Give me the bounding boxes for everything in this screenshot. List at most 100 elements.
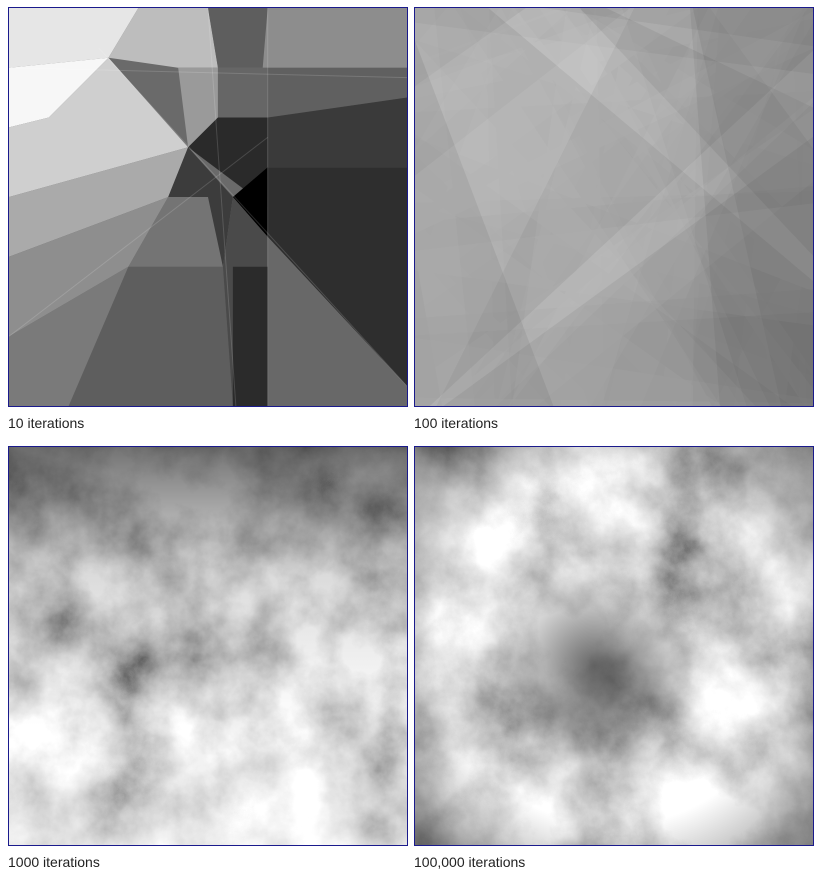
fault-band	[415, 251, 550, 406]
fault-band	[415, 8, 712, 406]
fault-image-100000	[415, 447, 813, 845]
fault-band	[560, 8, 813, 406]
fault-band	[415, 8, 475, 406]
fault-band	[415, 8, 813, 326]
fault-band	[690, 8, 813, 406]
fault-band	[415, 109, 813, 406]
panel-1000-iterations: 1000 iterations	[8, 446, 408, 870]
fault-band	[415, 8, 813, 406]
fault-band	[733, 8, 813, 406]
fault-band	[415, 337, 813, 406]
fault-band	[415, 8, 813, 406]
fault-band	[436, 8, 813, 406]
fault-band	[415, 8, 813, 234]
fault-band	[485, 8, 813, 406]
fault-band	[561, 8, 813, 371]
fault-band	[415, 8, 807, 406]
fault-band	[415, 8, 813, 406]
fault-band	[491, 8, 813, 406]
fault-band	[415, 8, 526, 86]
fault-band	[415, 8, 794, 406]
fault-band	[692, 8, 813, 406]
fault-band	[415, 8, 805, 406]
fault-band	[415, 8, 813, 406]
fault-band	[415, 8, 770, 406]
fault-band	[437, 97, 813, 406]
fault-band	[690, 8, 813, 406]
fault-band	[415, 8, 813, 406]
fault-image-1000	[9, 447, 407, 845]
fault-image-100	[415, 8, 813, 406]
panel-caption: 1000 iterations	[8, 854, 100, 870]
fault-band	[415, 8, 698, 406]
fault-band	[415, 8, 813, 406]
fault-band	[415, 91, 813, 406]
fault-band	[458, 8, 813, 406]
fault-band	[415, 8, 813, 99]
fault-band	[415, 8, 804, 406]
fault-band	[415, 40, 813, 406]
fault-band	[415, 32, 813, 406]
fault-band	[415, 41, 756, 406]
fault-band	[415, 8, 813, 292]
fault-band	[596, 8, 813, 406]
fault-band	[415, 8, 813, 406]
fault-band	[415, 8, 813, 406]
fault-band	[415, 8, 813, 406]
fault-band	[709, 8, 813, 149]
fault-band	[543, 8, 813, 47]
fault-band	[579, 8, 813, 256]
fault-band	[415, 8, 778, 406]
fault-band	[415, 219, 599, 406]
fault-band	[661, 8, 813, 406]
fault-band	[415, 252, 443, 406]
fault-band	[415, 8, 813, 406]
fault-band	[508, 8, 813, 406]
fault-band	[512, 8, 813, 406]
panel-100-iterations: 100 iterations	[414, 7, 814, 431]
fault-band	[415, 8, 809, 406]
fault-band	[539, 8, 813, 406]
image-frame	[414, 446, 814, 846]
fault-band	[415, 8, 813, 404]
fault-band	[415, 8, 568, 66]
fault-band	[415, 289, 813, 406]
fault-band	[415, 8, 813, 406]
fault-band	[415, 186, 813, 406]
fault-band	[415, 8, 813, 406]
fault-band	[415, 8, 813, 406]
fault-band	[415, 8, 712, 406]
fault-band	[415, 8, 589, 406]
fault-band	[415, 8, 719, 406]
fault-band	[415, 204, 813, 406]
fault-image-10	[9, 8, 407, 406]
panel-caption: 100 iterations	[414, 415, 499, 431]
fault-band	[415, 8, 813, 406]
fault-band	[415, 203, 813, 406]
fault-band	[415, 8, 813, 406]
fault-band	[799, 8, 813, 406]
panel-10-iterations: 10 iterations	[8, 7, 408, 431]
fault-band	[415, 8, 813, 406]
fault-band	[415, 8, 765, 406]
fault-band	[415, 40, 554, 406]
fault-band	[415, 8, 813, 406]
fault-band	[415, 188, 722, 406]
panel-caption: 10 iterations	[8, 415, 85, 431]
fault-band	[415, 8, 583, 115]
fault-band	[415, 230, 813, 406]
fault-band	[791, 8, 813, 406]
fault-band	[467, 8, 813, 406]
fault-band	[415, 8, 813, 406]
fault-band	[455, 8, 813, 406]
fault-band	[415, 8, 596, 406]
fault-band	[606, 8, 813, 406]
fault-band	[415, 8, 513, 406]
fault-band	[415, 22, 813, 406]
panel-caption: 100,000 iterations	[414, 854, 526, 870]
panel-100000-iterations: 100,000 iterations	[414, 446, 814, 870]
fault-band	[415, 191, 813, 406]
fault-band	[415, 11, 813, 406]
fault-band	[509, 8, 813, 376]
fault-band	[415, 8, 813, 336]
